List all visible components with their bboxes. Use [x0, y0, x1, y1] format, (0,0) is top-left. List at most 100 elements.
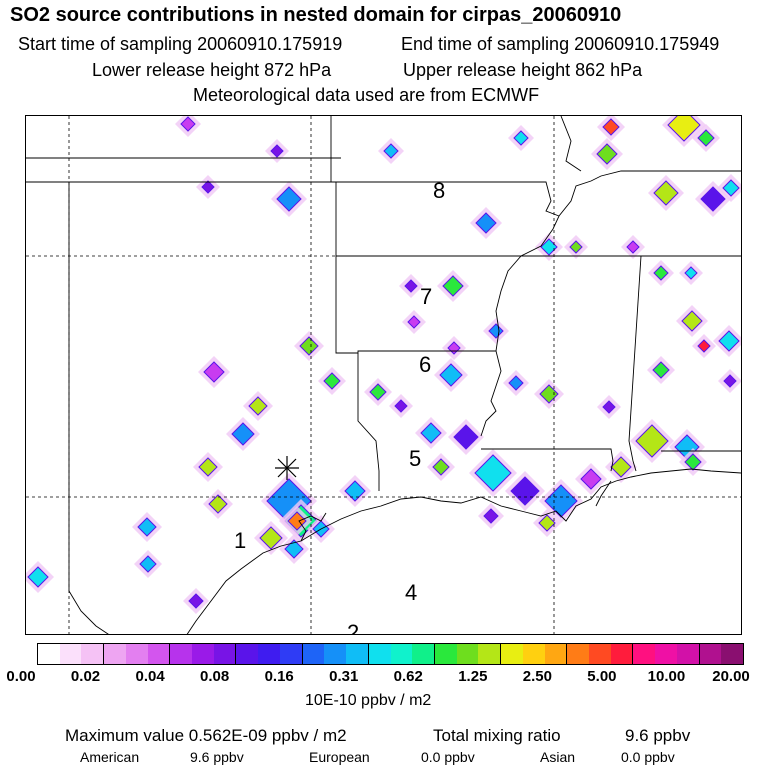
colorbar-tick-label: 20.00 — [712, 668, 750, 685]
colorbar-cell — [125, 644, 148, 664]
max-value-label: Maximum value 0.562E-09 ppbv / m2 — [65, 726, 347, 745]
colorbar-cell — [522, 644, 545, 664]
colorbar-tick-label: 0.62 — [393, 668, 423, 685]
plume-cell — [538, 514, 556, 532]
plume-cell — [635, 424, 669, 458]
total-mixing-label: Total mixing ratio — [433, 726, 561, 745]
met-data-label: Meteorological data used are from ECMWF — [193, 85, 540, 105]
colorbar-tick-label: 2.50 — [522, 668, 552, 685]
region-label-7: 7 — [420, 284, 433, 309]
plume-cell — [667, 116, 701, 142]
plume-cell — [544, 484, 578, 518]
map-panel[interactable]: 8 7 6 5 1 4 2 — [25, 115, 742, 635]
plume-cell — [180, 116, 196, 132]
plume-cell — [483, 508, 499, 524]
region-label-4: 4 — [405, 580, 418, 605]
colorbar-cell — [567, 644, 589, 664]
chart-title: SO2 source contributions in nested domai… — [10, 4, 622, 26]
plume-cell — [188, 593, 204, 609]
plume-cell — [420, 422, 442, 444]
source-value-european: 0.0 ppbv — [421, 749, 475, 765]
colorbar-tick-label: 0.08 — [200, 668, 230, 685]
colorbar-tick-label: 10.00 — [647, 668, 686, 685]
source-name-asian: Asian — [540, 749, 576, 765]
colorbar-cell — [721, 644, 743, 664]
plume-cell — [203, 361, 225, 383]
colorbar-cell — [633, 644, 656, 664]
colorbar-cell — [59, 644, 82, 664]
plume-cell — [513, 130, 529, 146]
plume-cell — [653, 180, 679, 206]
plume-cell — [137, 517, 157, 537]
plume-cell — [508, 375, 524, 391]
colorbar-cell — [81, 644, 105, 664]
plume-cell — [684, 453, 702, 471]
plume-cell — [652, 361, 670, 379]
upper-release-label: Upper release height 862 hPa — [403, 60, 643, 80]
plume-cell — [681, 310, 703, 332]
colorbar-tick-label: 0.16 — [264, 668, 294, 685]
plume-cell — [231, 422, 255, 446]
colorbar-tick-label: 0.04 — [135, 668, 165, 685]
colorbar-cell — [390, 644, 413, 664]
plume-cell — [442, 275, 464, 297]
colorbar-cell — [699, 644, 722, 664]
plume-cell — [299, 336, 319, 356]
plume-cell — [700, 186, 726, 212]
plume-cell — [722, 179, 740, 197]
plume-cell — [626, 240, 640, 254]
plume-cell — [602, 400, 616, 414]
colorbar-cell — [170, 644, 193, 664]
colorbar-tick-label: 0.02 — [70, 668, 101, 685]
colorbar-cell — [478, 644, 502, 664]
colorbar-cell — [610, 644, 634, 664]
plume-cell — [510, 476, 540, 506]
plume-cell — [697, 339, 711, 353]
plume-cell — [259, 526, 283, 550]
colorbar-cell — [236, 644, 259, 664]
colorbar-cell — [302, 644, 325, 664]
colorbar-cell — [213, 644, 237, 664]
region-label-8: 8 — [433, 178, 446, 203]
plume-cell — [596, 143, 618, 165]
plume-cell — [198, 457, 218, 477]
plume-cell — [383, 143, 399, 159]
source-value-asian: 0.0 ppbv — [621, 749, 675, 765]
plume-cell — [610, 456, 632, 478]
plume-cell — [475, 212, 497, 234]
colorbar-cell — [676, 644, 700, 664]
colorbar-cell — [279, 644, 303, 664]
plume-cell — [394, 399, 408, 413]
boundary-lines — [26, 116, 741, 634]
colorbar-cell — [324, 644, 347, 664]
colorbar-cell — [501, 644, 523, 664]
source-value-american: 9.6 ppbv — [190, 749, 244, 765]
colorbar-tick-label: 0.31 — [329, 668, 359, 685]
total-mixing-value: 9.6 ppbv — [625, 726, 691, 745]
plume-cell — [684, 266, 698, 280]
plume-cell — [653, 265, 669, 281]
colorbar-tick-label: 0.00 — [6, 668, 36, 685]
colorbar-ticks: 0.00 0.02 0.04 0.08 0.16 0.31 0.62 1.25 2.50 5.00… — [0, 668, 768, 688]
plume-cell — [276, 186, 302, 212]
plume-cell — [453, 424, 479, 450]
colorbar-cell — [258, 644, 280, 664]
colorbar-cell — [104, 644, 126, 664]
plume-cell — [287, 511, 307, 531]
plume-cell — [407, 315, 421, 329]
start-time-label: Start time of sampling 20060910.175919 — [18, 34, 343, 54]
plume-cell — [718, 330, 740, 352]
plume-cell — [270, 144, 284, 158]
plume-cell — [580, 468, 602, 490]
plume-cell — [474, 454, 512, 492]
plume-cell — [369, 383, 387, 401]
plume-cell — [697, 129, 715, 147]
colorbar-cell — [655, 644, 677, 664]
region-label-1: 1 — [234, 528, 247, 553]
plume-layer — [26, 116, 741, 614]
plume-cell — [569, 240, 583, 254]
colorbar-tick-label: 1.25 — [458, 668, 488, 685]
plume-cell — [488, 323, 504, 339]
plume-cell — [602, 118, 620, 136]
grid-lines — [26, 116, 741, 634]
